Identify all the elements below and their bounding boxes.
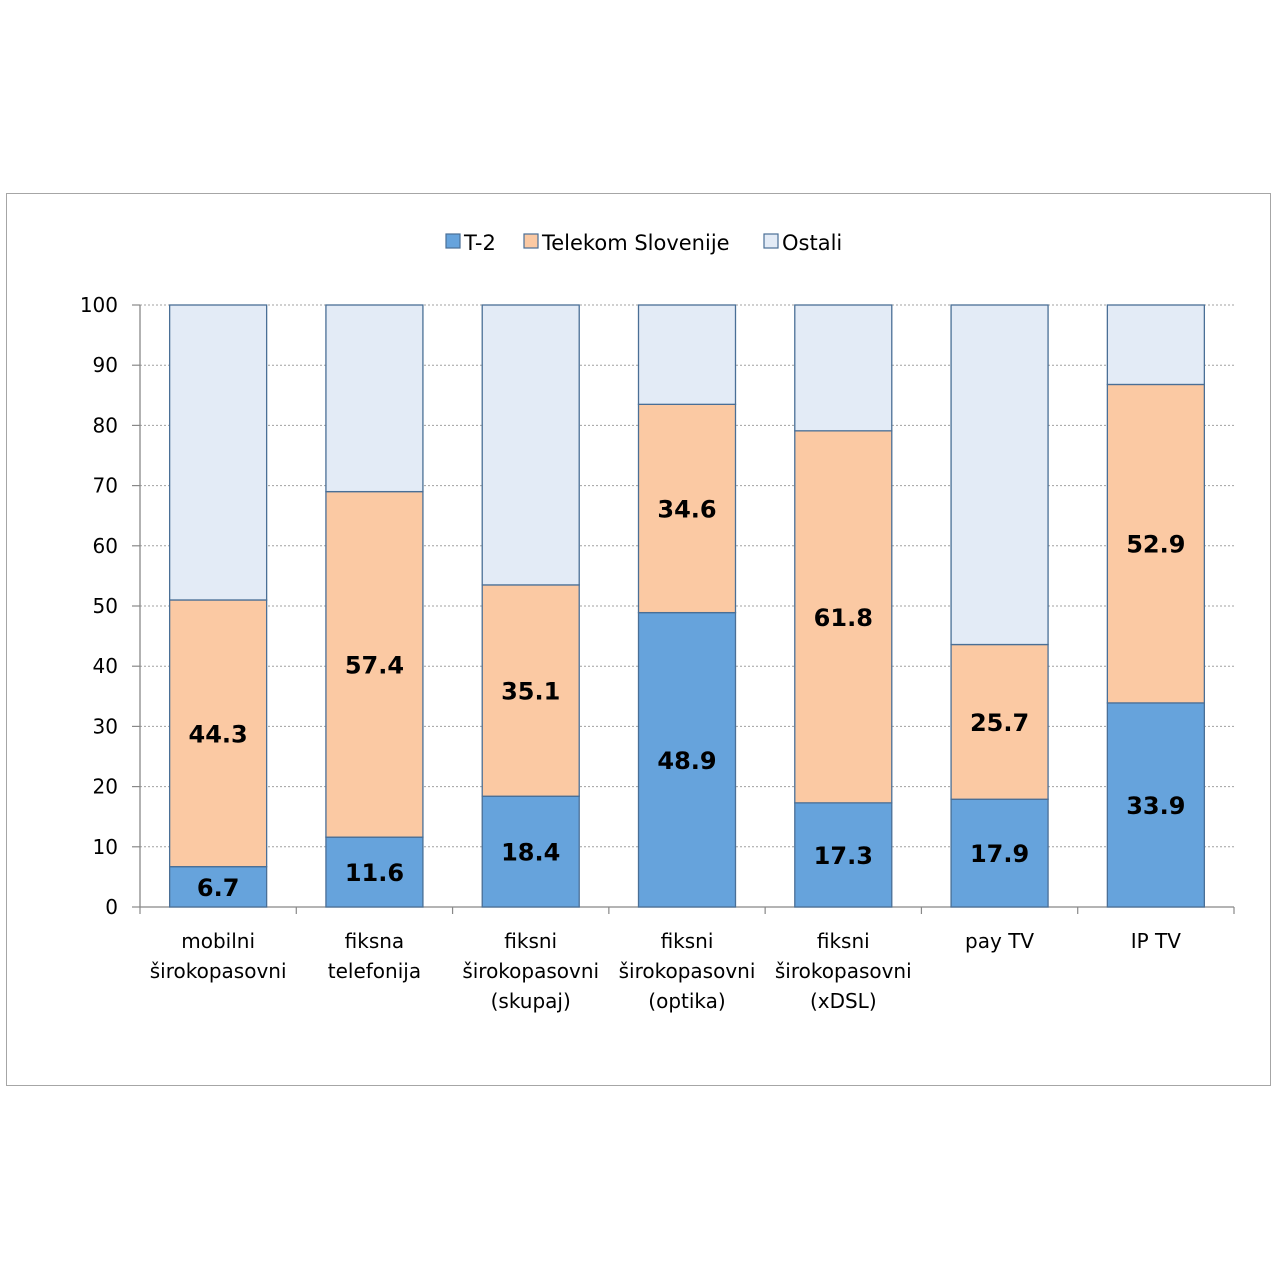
data-label: 48.9	[657, 747, 716, 775]
x-category-label: fiksni	[661, 929, 714, 953]
x-category-label: (optika)	[648, 989, 725, 1013]
bar-segment	[794, 304, 893, 432]
y-tick-label: 80	[93, 413, 118, 437]
x-category-label: mobilni	[181, 929, 255, 953]
x-category-label: pay TV	[965, 929, 1034, 953]
y-tick-label: 50	[93, 594, 118, 618]
bar-segment	[168, 599, 268, 868]
bar-segment	[325, 490, 424, 838]
bar-segment	[794, 802, 893, 908]
x-category-label: (skupaj)	[491, 989, 571, 1013]
x-category-label: fiksni	[504, 929, 557, 953]
x-category-label: (xDSL)	[810, 989, 877, 1013]
legend-label: T-2	[463, 231, 496, 255]
data-label: 6.7	[197, 874, 240, 902]
bar-segment	[1106, 383, 1206, 704]
legend-swatch	[523, 233, 539, 249]
x-category-label: fiksni	[817, 929, 870, 953]
y-tick-label: 0	[105, 895, 118, 919]
data-label: 57.4	[345, 651, 404, 679]
data-label: 17.3	[814, 842, 873, 870]
bar-segment	[481, 584, 580, 797]
data-label: 35.1	[501, 678, 560, 706]
bar-segment	[481, 304, 580, 586]
bar-segment	[637, 304, 737, 405]
data-label: 34.6	[657, 495, 716, 523]
x-category-label: IP TV	[1131, 929, 1182, 953]
bar-segment	[950, 304, 1049, 646]
bar-segment	[168, 304, 268, 601]
x-category-label: širokopasovni	[462, 959, 599, 983]
y-tick-label: 70	[93, 474, 118, 498]
y-tick-label: 30	[93, 714, 118, 738]
data-label: 18.4	[501, 839, 560, 867]
data-label: 17.9	[970, 840, 1029, 868]
data-label: 44.3	[189, 720, 248, 748]
data-label: 61.8	[814, 604, 873, 632]
data-label: 25.7	[970, 709, 1029, 737]
x-category-label: fiksna	[345, 929, 405, 953]
y-tick-label: 60	[93, 534, 118, 558]
y-tick-label: 10	[93, 835, 118, 859]
data-label: 11.6	[345, 859, 404, 887]
x-category-label: širokopasovni	[619, 959, 756, 983]
x-category-label: širokopasovni	[150, 959, 287, 983]
y-tick-label: 40	[93, 654, 118, 678]
y-tick-label: 90	[93, 353, 118, 377]
legend-swatch	[763, 233, 779, 249]
x-category-label: širokopasovni	[775, 959, 912, 983]
bar-segment	[1106, 702, 1206, 908]
data-label: 33.9	[1126, 792, 1185, 820]
y-tick-label: 20	[93, 775, 118, 799]
y-tick-label: 100	[80, 293, 118, 317]
legend-label: Telekom Slovenije	[541, 231, 730, 255]
bar-segment	[168, 866, 268, 908]
bar-segment	[637, 403, 737, 614]
x-category-label: telefonija	[328, 959, 421, 983]
bar-segment	[637, 611, 737, 908]
bar-segment	[325, 304, 424, 493]
bar-segment	[481, 795, 580, 908]
bar-segment	[1106, 304, 1206, 386]
data-label: 52.9	[1126, 531, 1185, 559]
legend-label: Ostali	[782, 231, 842, 255]
legend-swatch	[445, 233, 461, 249]
